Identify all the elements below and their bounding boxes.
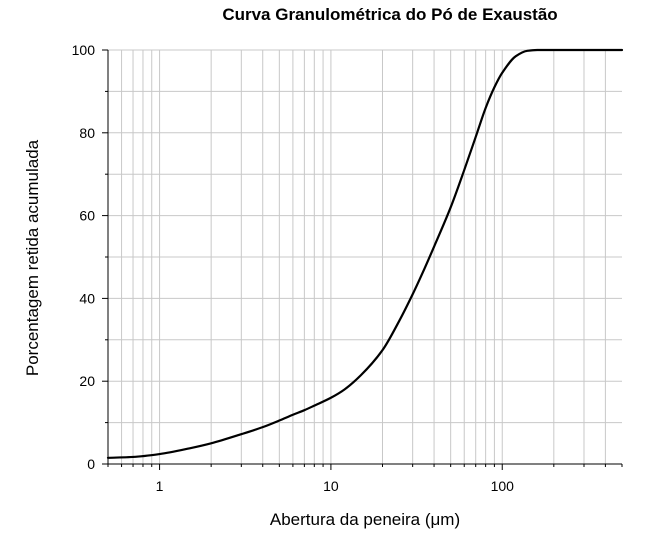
- y-tick-label: 60: [79, 208, 95, 224]
- grid: [108, 49, 622, 464]
- chart-title: Curva Granulométrica do Pó de Exaustão: [222, 5, 557, 24]
- series-line: [106, 48, 624, 459]
- y-tick-label: 0: [87, 456, 95, 472]
- x-tick-label: 100: [491, 478, 515, 494]
- y-tick-label: 80: [79, 125, 95, 141]
- y-tick-label: 100: [72, 42, 96, 58]
- y-axis-label: Porcentagem retida acumulada: [23, 139, 42, 376]
- x-axis-label: Abertura da peneira (μm): [270, 510, 460, 529]
- x-tick-label: 10: [323, 478, 339, 494]
- x-tick-label: 1: [156, 478, 164, 494]
- y-tick-label: 20: [79, 373, 95, 389]
- ticks: 1 10 100 0 20 40 60 80 100: [72, 42, 623, 494]
- y-tick-label: 40: [79, 290, 95, 306]
- series: [106, 48, 624, 459]
